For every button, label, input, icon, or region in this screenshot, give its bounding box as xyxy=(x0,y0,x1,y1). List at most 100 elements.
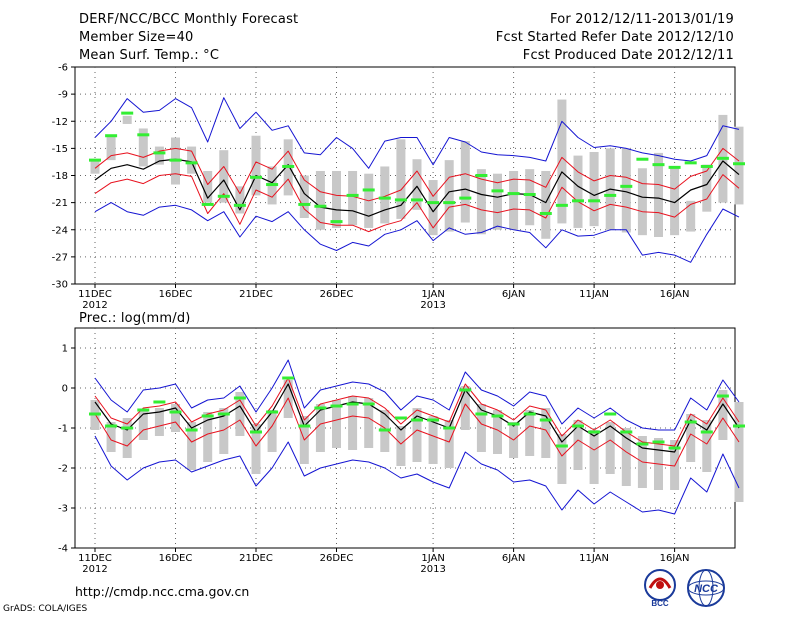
temp-x-tick-label: 26DEC xyxy=(320,289,354,300)
prec-y-tick-label: 0 xyxy=(62,384,68,395)
prec-spread-box xyxy=(605,422,615,474)
prec-spread-box xyxy=(138,410,148,440)
prec-mean-line xyxy=(94,383,740,453)
prec-observed-mark xyxy=(555,444,568,448)
prec-observed-mark xyxy=(636,442,649,446)
temp-spread-box xyxy=(348,170,358,226)
prec-spread-box xyxy=(428,416,438,464)
prec-spread-box xyxy=(734,402,744,502)
prec-spread-box xyxy=(412,408,422,462)
temp-observed-mark xyxy=(282,164,295,168)
temp-spread-box xyxy=(315,170,325,230)
prec-y-tick-label: 1 xyxy=(62,344,68,355)
prec-spread-box xyxy=(476,404,486,452)
temp-observed-mark xyxy=(298,202,311,206)
prec-spread-box xyxy=(332,400,341,448)
prec-observed-mark xyxy=(185,428,198,432)
temp-spread-box xyxy=(702,164,712,212)
prec-spread-box xyxy=(589,430,599,484)
prec-y-tick-label: -2 xyxy=(58,464,68,475)
temp-y-tick-label: -27 xyxy=(52,252,68,263)
prec-x-tick-year: 2013 xyxy=(420,564,445,575)
temp-spread-box xyxy=(219,150,229,203)
bcc-logo: BCC xyxy=(644,569,676,608)
prec-observed-mark xyxy=(507,422,520,426)
temp-observed-mark xyxy=(427,201,440,205)
prec-x-tick-label: 11JAN xyxy=(579,553,609,564)
temp-observed-mark xyxy=(121,111,134,115)
prec-spread-box xyxy=(702,420,712,472)
prec-x-tick-label: 1JAN xyxy=(421,553,444,564)
prec-x-tick-label: 16JAN xyxy=(660,553,690,564)
temp-x-tick-label: 6JAN xyxy=(502,289,525,300)
temp-spread-box xyxy=(122,115,132,124)
temp-spread-box xyxy=(138,128,148,167)
temp-observed-mark xyxy=(700,164,713,168)
prec-observed-mark xyxy=(668,446,681,450)
ncc-logo: NCC xyxy=(687,569,725,607)
temp-observed-mark xyxy=(314,204,327,208)
temp-observed-mark xyxy=(105,134,118,138)
temp-observed-mark xyxy=(89,158,101,162)
prec-observed-mark xyxy=(378,428,391,432)
temp-observed-mark xyxy=(378,196,391,200)
temp-spread-box xyxy=(589,151,599,227)
temp-observed-mark xyxy=(668,165,681,169)
prec-x-tick-label: 11DEC xyxy=(78,553,112,564)
prec-spread-box xyxy=(573,420,583,470)
temp-spread-box xyxy=(332,170,341,228)
grads-credit: GrADS: COLA/IGES xyxy=(3,604,88,614)
prec-observed-mark xyxy=(250,430,262,434)
prec-spread-box xyxy=(557,434,567,484)
temp-spread-box xyxy=(299,175,309,218)
temp-x-tick-label: 1JAN xyxy=(421,289,444,300)
temp-spread-box xyxy=(444,160,454,232)
prec-spread-box xyxy=(348,396,358,450)
temp-y-tick-label: -15 xyxy=(52,144,68,155)
temp-spread-box xyxy=(154,146,164,165)
temp-spread-box xyxy=(90,159,100,174)
temp-spread-box xyxy=(686,200,696,232)
temp-observed-mark xyxy=(652,163,665,167)
prec-spread-box xyxy=(541,408,551,458)
temp-spread-box xyxy=(460,141,470,223)
temp-spread-box xyxy=(637,168,647,236)
temp-observed-mark xyxy=(362,188,375,192)
prec-observed-mark xyxy=(733,424,745,428)
temp-observed-mark xyxy=(443,201,456,205)
ncc-logo-text: NCC xyxy=(694,583,719,595)
temp-spread-box xyxy=(251,135,261,196)
fcst-started-date-label: Fcst Started Refer Date 2012/12/10 xyxy=(495,30,734,45)
prec-observed-mark xyxy=(266,410,279,414)
temp-y-tick-label: -30 xyxy=(52,280,68,291)
temp-observed-mark xyxy=(185,161,198,165)
temp-spread-box xyxy=(525,169,535,226)
temp-observed-mark xyxy=(201,202,214,206)
prec-spread-box xyxy=(154,408,164,436)
prec-observed-mark xyxy=(427,418,440,422)
prec-observed-mark xyxy=(217,412,230,416)
temp-observed-mark xyxy=(523,192,536,196)
temp-y-tick-label: -6 xyxy=(58,63,68,74)
prec-spread-box xyxy=(444,420,454,468)
source-url[interactable]: http://cmdp.ncc.cma.gov.cn xyxy=(75,584,250,599)
prec-spread-box xyxy=(106,422,116,452)
temperature-panel-title: Mean Surf. Temp.: °C xyxy=(79,48,220,63)
temp-spread-box xyxy=(557,99,567,224)
prec-observed-mark xyxy=(459,388,472,392)
prec-observed-mark xyxy=(620,430,633,434)
prec-spread-box xyxy=(493,410,502,454)
prec-observed-mark xyxy=(588,430,601,434)
temp-observed-mark xyxy=(604,193,617,197)
prec-observed-mark xyxy=(137,408,150,412)
temp-observed-mark xyxy=(475,174,488,177)
temp-spread-box xyxy=(670,166,680,236)
temp-spread-box xyxy=(476,169,486,235)
prec-observed-mark xyxy=(604,412,617,416)
prec-observed-mark xyxy=(539,418,552,422)
fcst-produced-date-label: Fcst Produced Date 2012/12/11 xyxy=(522,48,734,63)
temp-y-tick-label: -21 xyxy=(52,198,68,209)
